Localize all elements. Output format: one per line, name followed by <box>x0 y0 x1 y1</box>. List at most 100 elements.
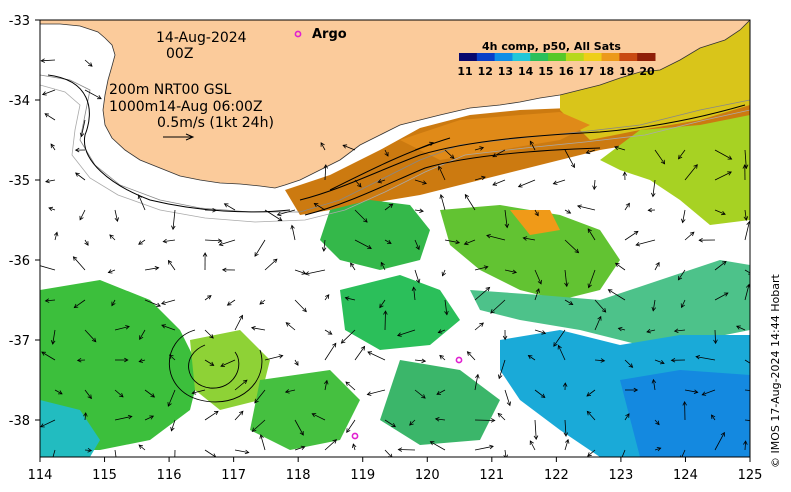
current-vector <box>350 262 356 271</box>
current-vector <box>294 446 305 451</box>
current-vector-head <box>434 417 440 422</box>
current-vector <box>444 239 460 244</box>
current-vector <box>52 329 56 345</box>
current-vector-head <box>367 244 372 249</box>
current-vector-head <box>736 325 741 330</box>
current-vector-head <box>44 113 50 118</box>
colorbar-tick-label: 11 <box>457 65 472 78</box>
current-vector-head <box>656 447 662 452</box>
sst-green-patch-2 <box>440 205 620 300</box>
current-vector <box>384 449 393 457</box>
current-vector <box>84 412 87 421</box>
current-vector <box>534 329 546 334</box>
current-vector <box>714 432 725 451</box>
argo-float[interactable] <box>455 356 463 364</box>
current-vector-head <box>564 282 569 288</box>
current-vector-head <box>91 337 97 343</box>
current-vector-head <box>76 357 82 363</box>
current-vector-head <box>655 261 660 267</box>
sst-green-patch-1 <box>320 200 430 270</box>
current-vector-head <box>633 230 639 236</box>
current-vector <box>414 179 427 184</box>
current-vector <box>523 237 536 241</box>
current-vector-head <box>727 155 733 160</box>
current-vector <box>504 209 508 228</box>
current-vector-head <box>617 464 621 468</box>
current-vector <box>384 149 389 157</box>
current-vector-head <box>681 218 686 224</box>
current-vector <box>204 449 217 457</box>
current-vector <box>618 327 626 331</box>
current-vector-head <box>628 363 634 368</box>
current-vector <box>84 449 92 451</box>
current-vector <box>744 441 746 451</box>
current-vector-head <box>441 271 446 277</box>
current-vector <box>714 261 727 271</box>
current-vector-head <box>534 211 539 217</box>
colorbar-tick-label: 18 <box>599 65 614 78</box>
current-vector <box>696 356 716 361</box>
current-vector-head <box>557 344 562 350</box>
colorbar-tick-label: 20 <box>639 65 655 78</box>
isobath-time-label: 1000m14-Aug 06:00Z <box>109 99 263 115</box>
current-vector <box>534 288 540 301</box>
current-vector-head <box>529 140 534 146</box>
current-vector <box>684 389 698 393</box>
current-vector <box>490 299 506 314</box>
current-vector-head <box>647 207 653 213</box>
current-vector-head <box>340 339 346 344</box>
current-vector-head <box>40 423 45 428</box>
current-vector-head <box>587 452 592 457</box>
current-vector <box>345 381 356 391</box>
current-vector-head <box>439 354 444 360</box>
current-vector-head <box>529 440 534 446</box>
current-vector <box>264 258 278 271</box>
current-vector-head <box>290 224 295 230</box>
current-vector <box>414 209 424 212</box>
y-tick-label: -38 <box>9 414 30 429</box>
current-vector-head <box>209 361 215 366</box>
current-vector-head <box>84 241 89 246</box>
current-vector <box>161 324 176 331</box>
y-tick-label: -36 <box>9 254 30 269</box>
current-vector-head <box>411 286 417 292</box>
current-vector <box>324 380 328 391</box>
current-vector <box>384 203 393 211</box>
current-vector-head <box>299 430 304 436</box>
current-vector-head <box>250 326 256 331</box>
current-vector-head <box>218 241 224 247</box>
sst-cyan-southwest <box>40 400 100 457</box>
current-vector <box>564 419 567 437</box>
current-vector-head <box>87 394 92 400</box>
current-vector <box>139 359 146 362</box>
current-vector <box>594 359 605 362</box>
sst-orange-small <box>510 210 560 235</box>
current-vector <box>652 299 656 311</box>
current-vector <box>736 325 746 331</box>
colorbar-tick-label: 19 <box>619 65 634 78</box>
current-vector-head <box>498 374 503 380</box>
current-vector <box>409 419 416 426</box>
x-tick-label: 124 <box>673 468 698 483</box>
sst-lime-west <box>190 330 270 410</box>
current-vector <box>74 299 86 308</box>
current-vector <box>534 209 539 216</box>
current-vector <box>204 239 222 242</box>
current-vector-head <box>327 330 333 335</box>
current-vector <box>234 411 244 421</box>
current-vector <box>624 203 630 211</box>
current-vector-head <box>622 171 628 176</box>
current-vector-head <box>344 296 350 301</box>
current-vector-head <box>161 324 166 329</box>
current-vector-head <box>506 401 511 407</box>
current-vector-head <box>170 426 175 432</box>
current-vector-head <box>682 400 687 406</box>
current-vector <box>277 209 296 216</box>
current-vector-head <box>659 360 665 365</box>
current-vector-head <box>466 351 472 356</box>
current-vector <box>534 419 537 440</box>
current-vector <box>681 299 686 308</box>
argo-float[interactable] <box>351 432 359 440</box>
current-vector <box>323 239 326 252</box>
current-vector <box>714 329 716 344</box>
